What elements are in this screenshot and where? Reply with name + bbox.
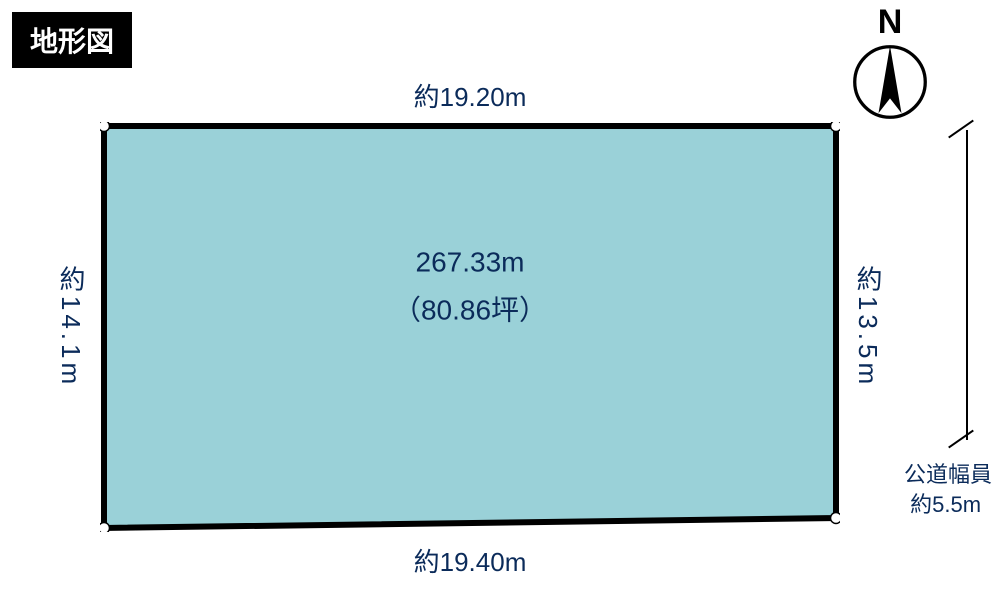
road-indicator-line (966, 130, 968, 440)
plot-vertex (831, 513, 841, 524)
plot-vertex (100, 523, 110, 533)
plot-vertex (100, 122, 110, 132)
plot-vertex (831, 122, 841, 132)
road-label-line1: 公道幅員 (904, 462, 992, 487)
area-label: 267.33m （80.86坪） (393, 238, 547, 333)
dimension-left: 約14.1m (53, 266, 90, 388)
area-value: 267.33m (416, 246, 525, 277)
road-tick-top (948, 120, 974, 139)
title-badge: 地形図 (12, 12, 132, 68)
dimension-right: 約13.5m (850, 266, 887, 388)
dimension-bottom: 約19.40m (414, 542, 527, 579)
road-label-line2: 約5.5m (910, 492, 981, 517)
title-text: 地形図 (30, 26, 114, 57)
compass: N (845, 5, 935, 128)
compass-north-label: N (845, 5, 935, 39)
compass-icon (849, 41, 931, 123)
road-tick-bottom (948, 430, 974, 449)
dimension-top: 約19.20m (414, 77, 527, 114)
area-tsubo: （80.86坪） (393, 294, 547, 325)
land-plot: 約19.20m 約13.5m 約19.40m 約14.1m 267.33m （8… (100, 122, 840, 532)
road-label: 公道幅員 約5.5m (904, 460, 992, 519)
